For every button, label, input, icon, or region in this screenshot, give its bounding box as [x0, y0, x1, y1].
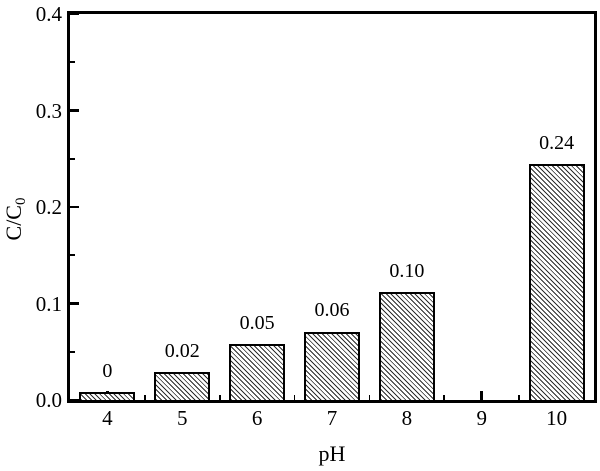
- x-tick-label: 5: [177, 406, 188, 430]
- x-tick-label: 7: [326, 406, 338, 430]
- bar: [378, 291, 435, 400]
- x-minor-tick: [293, 395, 296, 400]
- x-tick-label: 8: [401, 406, 413, 430]
- y-major-tick: [70, 398, 79, 402]
- x-axis-label: pH: [318, 441, 346, 466]
- x-minor-tick: [218, 395, 221, 400]
- y-major-tick: [70, 12, 79, 16]
- bar: [154, 372, 211, 400]
- bar: [528, 163, 585, 400]
- x-tick-label: 10: [546, 406, 568, 430]
- bar-value-label: 0.24: [539, 131, 575, 154]
- y-tick-label: 0.3: [35, 98, 62, 123]
- y-minor-tick: [70, 350, 75, 353]
- y-minor-tick: [70, 254, 75, 257]
- x-minor-tick: [518, 395, 521, 400]
- y-axis-label: C/C0: [0, 164, 29, 274]
- plot-area: [67, 11, 597, 403]
- bar-value-label: 0.10: [389, 259, 425, 282]
- bar-value-label: 0.05: [239, 312, 275, 335]
- y-minor-tick: [70, 157, 75, 160]
- bar: [303, 331, 361, 400]
- y-major-tick: [70, 205, 79, 209]
- y-minor-tick: [70, 61, 75, 64]
- x-tick-label: 4: [102, 406, 113, 430]
- y-major-tick: [70, 302, 79, 305]
- bar-value-label: 0: [102, 360, 113, 383]
- x-tick-label: 9: [476, 406, 487, 430]
- y-tick-label: 0.4: [35, 2, 62, 26]
- x-tick-label: 6: [251, 406, 263, 430]
- y-tick-label: 0.0: [35, 388, 62, 412]
- bar-value-label: 0.06: [314, 299, 350, 322]
- y-tick-label: 0.1: [35, 291, 62, 316]
- x-minor-tick: [143, 395, 146, 400]
- bar: [79, 392, 136, 400]
- y-major-tick: [70, 109, 79, 112]
- x-minor-tick: [368, 395, 371, 400]
- bar-value-label: 0.02: [164, 340, 200, 362]
- x-minor-tick: [443, 395, 446, 400]
- y-tick-label: 0.2: [35, 195, 62, 219]
- x-major-tick: [480, 391, 483, 400]
- bar: [229, 344, 286, 400]
